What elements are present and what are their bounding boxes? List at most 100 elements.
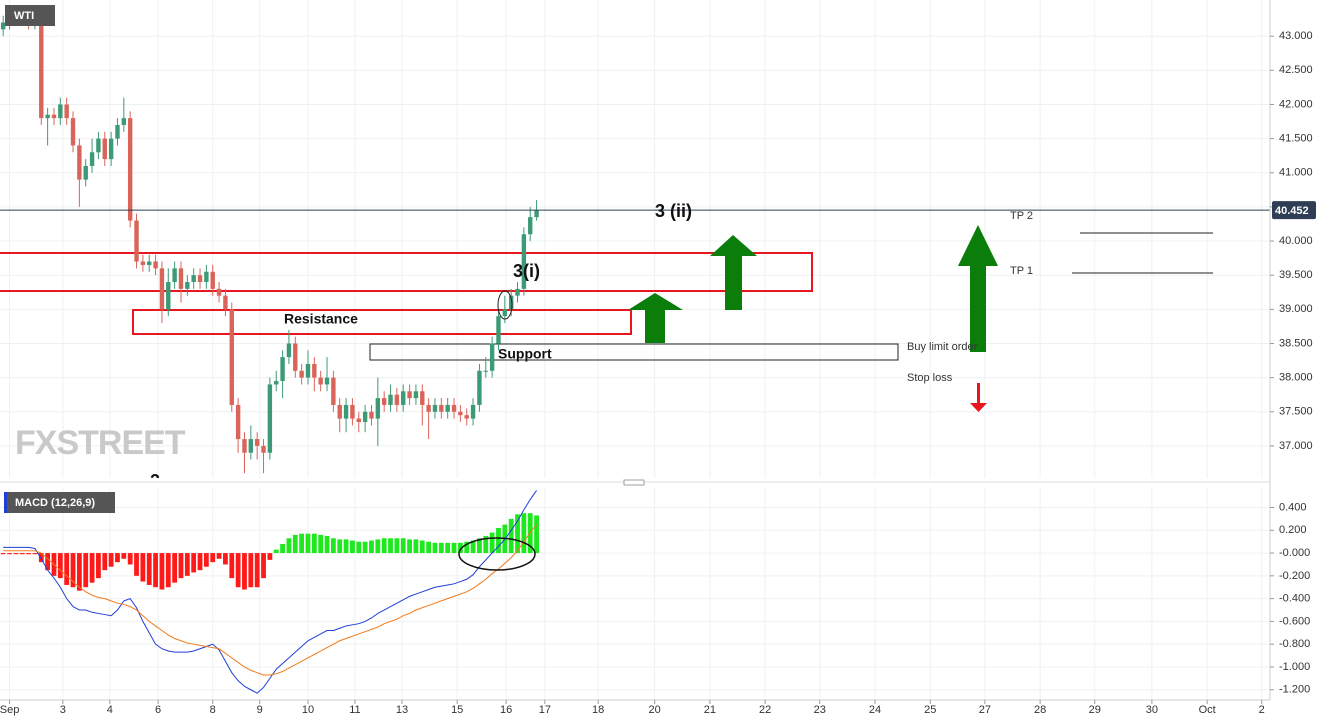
histogram-bar xyxy=(534,515,539,554)
histogram-bar xyxy=(445,542,451,554)
histogram-bar xyxy=(242,553,247,590)
histogram-bar xyxy=(432,542,438,554)
candle-body xyxy=(521,234,527,289)
y-tick-label: 0.400 xyxy=(1279,501,1307,513)
candle-body xyxy=(127,118,133,221)
histogram-bar xyxy=(299,533,305,554)
histogram-bar xyxy=(419,540,425,554)
x-tick-label: 24 xyxy=(869,704,881,716)
histogram-bar xyxy=(96,553,101,579)
histogram-bar xyxy=(407,539,412,554)
histogram-bar xyxy=(165,553,171,588)
histogram-bar xyxy=(19,553,25,555)
candle-body xyxy=(420,391,425,405)
histogram-bar xyxy=(70,553,76,588)
histogram-bar xyxy=(64,553,70,585)
histogram-bar xyxy=(508,518,514,554)
candle-body xyxy=(280,357,285,382)
x-tick-label: 18 xyxy=(592,704,604,716)
histogram-bar xyxy=(121,553,127,559)
histogram-bar xyxy=(38,553,44,563)
histogram-bar xyxy=(248,553,254,588)
x-tick-label: 2 xyxy=(1259,704,1265,716)
candle-body xyxy=(166,282,171,310)
candle-body xyxy=(343,404,349,419)
candle-body xyxy=(229,309,234,405)
candle-body xyxy=(172,268,177,283)
y-tick-label: 42.500 xyxy=(1279,64,1313,76)
candle-body xyxy=(407,391,412,399)
histogram-bar xyxy=(115,553,120,563)
y-tick-label: -0.400 xyxy=(1279,593,1310,605)
candle-body xyxy=(140,261,146,265)
candle-body xyxy=(185,282,190,289)
candle-body xyxy=(210,271,215,289)
candle-body xyxy=(489,343,495,371)
highlight xyxy=(458,537,536,571)
histogram-bar xyxy=(273,549,279,554)
candle-body xyxy=(496,316,501,344)
candle-body xyxy=(242,439,247,453)
y-tick-label: 38.500 xyxy=(1279,337,1313,349)
histogram-bar xyxy=(457,542,463,554)
y-tick-label: -0.600 xyxy=(1279,615,1310,627)
candle-body xyxy=(77,145,82,180)
x-tick-label: 27 xyxy=(979,704,991,716)
x-tick-label: 28 xyxy=(1034,704,1046,716)
candle-body xyxy=(134,220,139,262)
x-tick-label: 11 xyxy=(349,704,360,716)
resize-grip[interactable] xyxy=(623,479,645,486)
x-tick-label: 17 xyxy=(539,704,551,716)
histogram-bar xyxy=(184,553,190,576)
histogram-bar xyxy=(146,553,152,585)
candle-body xyxy=(115,124,120,139)
x-tick-label: 30 xyxy=(1146,704,1158,716)
watermark: FXSTREET xyxy=(15,424,186,462)
y-tick-label: -0.800 xyxy=(1279,638,1310,650)
histogram-bar xyxy=(26,553,31,555)
candle-body xyxy=(191,275,196,283)
candle-body xyxy=(261,445,266,453)
histogram-bar xyxy=(191,553,197,573)
x-tick-label: 13 xyxy=(396,704,408,716)
candle-body xyxy=(483,370,488,372)
histogram-bar xyxy=(0,553,6,555)
x-tick-label: 4 xyxy=(107,704,113,716)
arrows xyxy=(628,225,998,352)
candle-body xyxy=(318,377,323,385)
histogram-bar xyxy=(172,553,178,583)
x-tick-label: 3 xyxy=(60,704,66,716)
candle-body xyxy=(286,343,292,358)
histogram-bar xyxy=(451,542,457,554)
histogram-bar xyxy=(362,541,368,554)
histogram-bar xyxy=(426,541,432,554)
histogram-bar xyxy=(318,534,324,554)
candle-body xyxy=(362,411,368,423)
candle-body xyxy=(439,404,444,412)
candle-body xyxy=(508,295,514,310)
histogram-bar xyxy=(127,553,133,565)
legend-box[interactable] xyxy=(4,492,115,513)
histogram-bar xyxy=(140,553,146,582)
histogram-bar xyxy=(267,553,273,560)
histogram-bar xyxy=(235,553,241,588)
y-tick-label: 41.000 xyxy=(1279,167,1313,179)
candle-body xyxy=(39,15,44,119)
x-tick-label: Sep xyxy=(0,704,19,716)
histogram-bar xyxy=(375,539,381,554)
x-tick-label: 15 xyxy=(451,704,463,716)
legend-accent xyxy=(4,492,7,513)
histogram-bar xyxy=(343,539,349,554)
histogram-bar xyxy=(153,553,158,588)
candle-body xyxy=(394,394,400,405)
histogram-bar xyxy=(489,532,495,554)
histogram-bar xyxy=(413,539,419,554)
candle-body xyxy=(401,391,406,405)
legend-box[interactable] xyxy=(5,5,55,26)
candle-body xyxy=(388,394,393,405)
x-tick-label: 23 xyxy=(814,704,826,716)
histogram-bar xyxy=(32,553,38,555)
y-tick-label: 39.500 xyxy=(1279,269,1313,281)
candle-body xyxy=(45,114,50,119)
